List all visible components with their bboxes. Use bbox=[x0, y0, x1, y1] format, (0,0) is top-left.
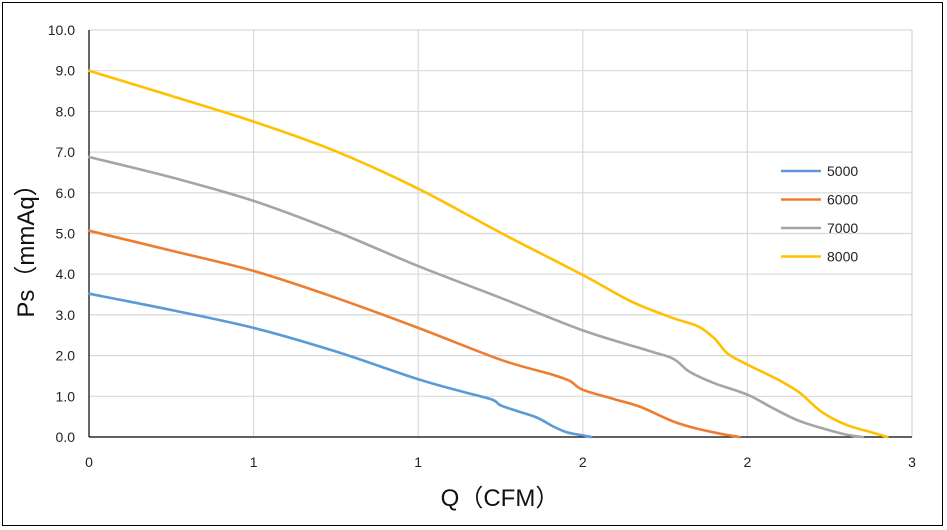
axes bbox=[88, 30, 912, 438]
series-line-6000 bbox=[87, 229, 741, 439]
y-tick-label: 2.0 bbox=[56, 348, 76, 364]
x-tick-label: 0 bbox=[85, 454, 93, 470]
y-tick-label: 9.0 bbox=[56, 63, 76, 79]
y-tick-label: 0.0 bbox=[56, 429, 76, 445]
x-tick-label: 1 bbox=[250, 454, 258, 470]
legend: 5000 6000 7000 8000 bbox=[781, 163, 858, 265]
y-tick-label: 6.0 bbox=[56, 185, 76, 201]
y-tick-label: 8.0 bbox=[56, 103, 76, 119]
x-tick-labels: 0 1 1 2 2 3 bbox=[85, 454, 916, 470]
y-tick-label: 5.0 bbox=[56, 226, 76, 242]
x-tick-label: 2 bbox=[579, 454, 587, 470]
y-tick-label: 4.0 bbox=[56, 266, 76, 282]
legend-label-7000: 7000 bbox=[827, 220, 858, 236]
series-line-7000 bbox=[87, 155, 864, 439]
y-axis-title: Ps（mmAq） bbox=[13, 172, 40, 317]
x-tick-label: 3 bbox=[908, 454, 916, 470]
y-tick-labels: 0.0 1.0 2.0 3.0 4.0 5.0 6.0 7.0 8.0 9.0 10.0 bbox=[48, 22, 75, 445]
series-lines bbox=[87, 69, 889, 439]
y-tick-label: 10.0 bbox=[48, 22, 75, 38]
x-axis-title: Q（CFM） bbox=[441, 485, 560, 512]
series-line-8000 bbox=[87, 69, 889, 439]
legend-label-6000: 6000 bbox=[827, 192, 858, 208]
legend-label-5000: 5000 bbox=[827, 163, 858, 179]
x-tick-label: 1 bbox=[414, 454, 422, 470]
y-tick-label: 7.0 bbox=[56, 144, 76, 160]
y-tick-label: 3.0 bbox=[56, 307, 76, 323]
y-tick-label: 1.0 bbox=[56, 388, 76, 404]
series-line-5000 bbox=[87, 292, 593, 439]
x-tick-label: 2 bbox=[744, 454, 752, 470]
legend-label-8000: 8000 bbox=[827, 249, 858, 265]
